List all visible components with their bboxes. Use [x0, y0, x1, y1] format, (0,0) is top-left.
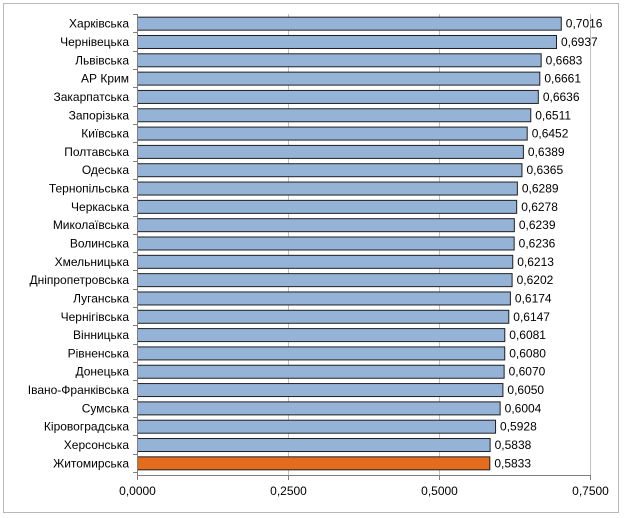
bar — [137, 273, 513, 288]
category-label: Рівненська — [68, 346, 130, 360]
category-label: Сумська — [82, 401, 130, 415]
bar — [137, 108, 532, 123]
bar — [137, 328, 506, 343]
bar — [137, 438, 491, 453]
category-label: Запорізька — [69, 108, 130, 122]
bar — [137, 236, 515, 251]
value-label: 0,6389 — [528, 145, 565, 159]
category-label: Івано-Франківська — [28, 383, 130, 397]
bar — [137, 181, 518, 196]
chart-frame: Харківська 0,7016 Чернівецька 0,6937 Львівсь… — [3, 3, 619, 513]
value-label: 0,6081 — [509, 328, 546, 342]
bar — [137, 218, 515, 233]
bar — [137, 144, 524, 159]
x-tick-label: 0,5000 — [421, 484, 458, 498]
value-label: 0,7016 — [566, 17, 603, 31]
value-label: 0,6174 — [515, 291, 552, 305]
bar — [137, 419, 497, 434]
bar — [137, 401, 501, 416]
bar — [137, 346, 506, 361]
bar — [137, 364, 505, 379]
category-label: Миколаївська — [53, 218, 130, 232]
value-label: 0,6080 — [509, 346, 546, 360]
value-label: 0,6278 — [521, 200, 558, 214]
bar-chart: Харківська 0,7016 Чернівецька 0,6937 Львівсь… — [28, 14, 609, 498]
value-label: 0,6661 — [544, 72, 581, 86]
bar — [137, 71, 541, 86]
bar — [137, 34, 557, 49]
category-label: Харківська — [69, 17, 129, 31]
value-label: 0,6239 — [519, 218, 556, 232]
category-label: Тернопільська — [49, 182, 129, 196]
value-label: 0,5838 — [495, 438, 532, 452]
bar — [137, 53, 542, 68]
bar — [137, 309, 510, 324]
value-label: 0,6147 — [513, 310, 550, 324]
value-label: 0,6236 — [519, 237, 556, 251]
category-label: Волинська — [70, 237, 130, 251]
value-label: 0,6213 — [517, 255, 554, 269]
value-label: 0,6004 — [505, 401, 542, 415]
category-label: Полтавська — [64, 145, 129, 159]
x-tick-label: 0,2500 — [270, 484, 307, 498]
category-label: Херсонська — [64, 438, 130, 452]
category-label: Дніпропетровська — [29, 273, 129, 287]
category-label: Закарпатська — [54, 90, 130, 104]
bar — [137, 16, 562, 31]
bar — [137, 254, 514, 269]
category-label: Київська — [81, 127, 129, 141]
x-tick-label: 0,0000 — [119, 484, 156, 498]
value-label: 0,6636 — [543, 90, 580, 104]
value-label: 0,6452 — [532, 127, 569, 141]
bars-layer — [137, 16, 562, 471]
value-label: 0,6289 — [522, 182, 559, 196]
bar — [137, 126, 528, 141]
axis-layer: 0,0000 0,2500 0,5000 0,7500 — [119, 14, 609, 498]
category-label: Черкаська — [71, 200, 129, 214]
value-label: 0,6511 — [535, 108, 571, 122]
x-tick-label: 0,7500 — [572, 484, 609, 498]
category-label: Донецька — [75, 365, 129, 379]
category-label: Чернівецька — [60, 35, 129, 49]
category-label: Чернігівська — [61, 310, 130, 324]
category-label: Житомирська — [53, 456, 129, 470]
value-label: 0,6050 — [507, 383, 544, 397]
value-label: 0,6937 — [561, 35, 598, 49]
value-label: 0,6683 — [546, 53, 583, 67]
category-label: Львівська — [75, 53, 129, 67]
category-label: Вінницька — [73, 328, 129, 342]
value-label: 0,6365 — [526, 163, 563, 177]
category-label: Луганська — [73, 291, 129, 305]
bar — [137, 383, 504, 398]
value-label: 0,5833 — [494, 456, 531, 470]
category-label: Кіровоградська — [44, 420, 129, 434]
category-label: АР Крим — [81, 72, 129, 86]
bar — [137, 89, 539, 104]
bar — [137, 163, 523, 178]
category-label: Хмельницька — [55, 255, 130, 269]
labels-layer: Харківська 0,7016 Чернівецька 0,6937 Львівсь… — [28, 17, 603, 471]
category-label: Одеська — [82, 163, 130, 177]
value-label: 0,6202 — [517, 273, 554, 287]
value-label: 0,5928 — [500, 420, 537, 434]
bar — [137, 291, 511, 306]
bar — [137, 199, 518, 214]
value-label: 0,6070 — [509, 365, 546, 379]
bar — [137, 456, 491, 471]
